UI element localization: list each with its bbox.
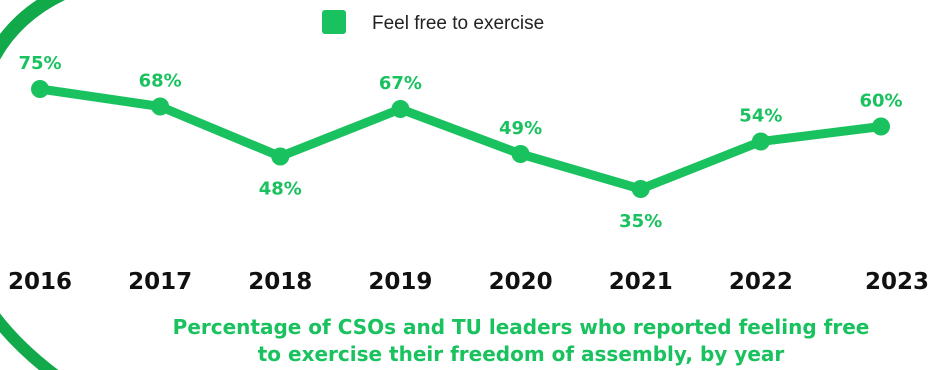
x-tick-2021: 2021 — [609, 269, 673, 295]
data-label-2023: 60% — [859, 91, 902, 112]
legend-swatch — [322, 10, 346, 34]
data-label-2017: 68% — [139, 71, 182, 92]
data-point-2022 — [751, 132, 770, 151]
data-point-2017 — [151, 97, 170, 116]
decorative-arc-top-left — [0, 0, 66, 60]
data-point-2018 — [271, 147, 290, 166]
data-point-2020 — [511, 145, 530, 163]
data-label-2020: 49% — [499, 118, 542, 139]
data-point-2016 — [31, 80, 49, 98]
data-point-2023 — [872, 117, 890, 136]
data-point-2021 — [631, 180, 650, 198]
series-line — [35, 84, 886, 194]
data-label-2021: 35% — [619, 211, 662, 232]
x-tick-2017: 2017 — [128, 269, 192, 295]
data-label-2022: 54% — [739, 106, 782, 127]
plot-area: 75% 68% 48% 67% 49% 35% 54% 60% — [18, 53, 902, 232]
x-tick-2022: 2022 — [729, 269, 793, 295]
chart-title-line-1: Percentage of CSOs and TU leaders who re… — [173, 315, 870, 339]
data-label-2016: 75% — [18, 53, 61, 74]
x-tick-2018: 2018 — [248, 269, 312, 295]
data-label-2018: 48% — [259, 179, 302, 200]
x-axis-ticks: 2016 2017 2018 2019 2020 2021 2022 2023 — [8, 269, 929, 295]
chart-title-line-2: to exercise their freedom of assembly, b… — [258, 342, 785, 366]
x-tick-2020: 2020 — [489, 269, 553, 295]
chart-title: Percentage of CSOs and TU leaders who re… — [173, 315, 870, 366]
x-tick-2019: 2019 — [368, 269, 432, 295]
data-label-2019: 67% — [379, 73, 422, 94]
legend-label: Feel free to exercise — [372, 13, 544, 34]
x-tick-2023: 2023 — [865, 269, 929, 295]
decorative-arc-bottom-left — [0, 313, 59, 370]
data-point-2019 — [391, 100, 410, 118]
x-tick-2016: 2016 — [8, 269, 72, 295]
legend: Feel free to exercise — [322, 10, 544, 34]
